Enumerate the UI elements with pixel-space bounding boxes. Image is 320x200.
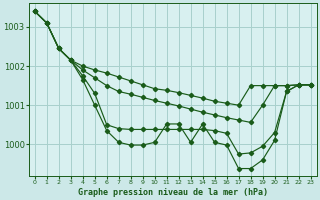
X-axis label: Graphe pression niveau de la mer (hPa): Graphe pression niveau de la mer (hPa)	[78, 188, 268, 197]
